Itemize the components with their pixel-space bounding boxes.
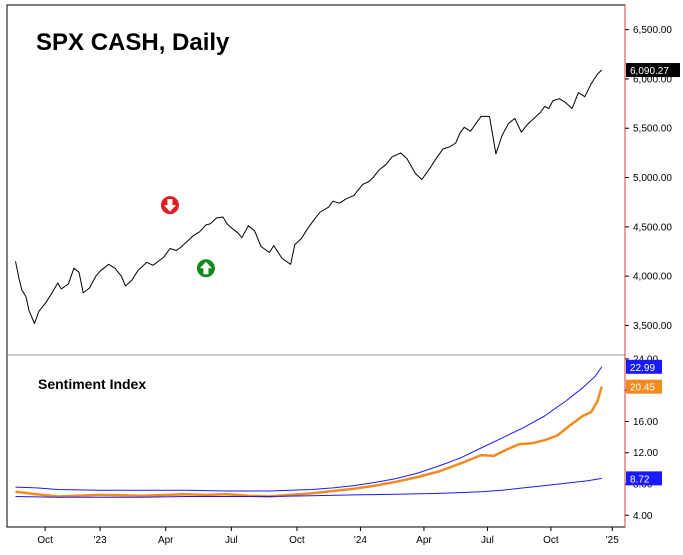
x-tick-label: Jul <box>225 535 238 546</box>
price-last-value: 6,090.27 <box>630 66 669 77</box>
x-tick-label: Apr <box>416 535 432 546</box>
x-tick-label: Jul <box>481 535 494 546</box>
chart-title: SPX CASH, Daily <box>36 29 230 56</box>
sentiment-last-value: 8.72 <box>630 474 650 485</box>
sentiment-last-value-box <box>626 471 662 486</box>
spx-price-line <box>15 69 603 324</box>
x-tick-label: Apr <box>158 535 174 546</box>
sentiment-last-value-box <box>626 359 662 374</box>
price-tick-label: 3,500.00 <box>633 321 672 332</box>
sentiment-tick-label: 12.00 <box>633 448 658 459</box>
buy-arrow-icon <box>195 258 216 279</box>
sentiment-series <box>15 366 603 498</box>
price-axis: 6,500.00 6,000.00 5,500.00 5,000.00 4,500.00… <box>625 25 672 332</box>
sentiment-tick-label: 16.00 <box>633 417 658 428</box>
price-tick-label: 6,000.00 <box>633 74 672 85</box>
price-tick-label: 4,500.00 <box>633 222 672 233</box>
x-tick-label: Oct <box>289 535 305 546</box>
x-tick-label: '23 <box>94 535 107 546</box>
signal-annotations <box>159 195 216 279</box>
x-tick-label: '25 <box>606 535 619 546</box>
sentiment-last-value: 22.99 <box>630 363 655 374</box>
sentiment-index-line <box>15 386 603 498</box>
price-tick-label: 5,000.00 <box>633 173 672 184</box>
x-tick-label: Oct <box>543 535 559 546</box>
price-tick-label: 5,500.00 <box>633 124 672 135</box>
sentiment-last-value: 20.45 <box>630 383 655 394</box>
last-value-labels: 6,090.27 22.99 20.45 8.72 <box>626 63 680 486</box>
sell-arrow-icon <box>159 195 180 216</box>
sentiment-title: Sentiment Index <box>38 376 146 392</box>
lower-band-line <box>15 477 602 498</box>
price-tick-label: 4,000.00 <box>633 272 672 283</box>
plot-frame <box>6 4 626 528</box>
price-last-value-box <box>626 63 680 78</box>
x-axis: Oct '23 Apr Jul Oct '24 Apr Jul Oct '25 <box>37 527 619 546</box>
sentiment-tick-label: 4.00 <box>633 511 653 522</box>
price-tick-label: 6,500.00 <box>633 25 672 36</box>
x-tick-label: '24 <box>354 535 367 546</box>
upper-band-line <box>15 366 603 492</box>
sentiment-last-value-box <box>626 379 662 394</box>
price-series <box>15 69 603 324</box>
x-tick-label: Oct <box>37 535 53 546</box>
